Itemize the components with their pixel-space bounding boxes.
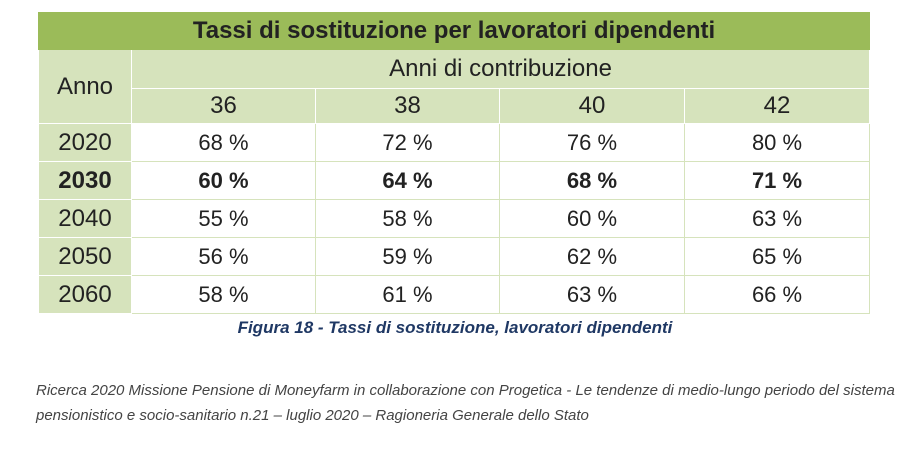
- table-row: 2060 58 % 61 % 63 % 66 %: [38, 275, 871, 314]
- rate-cell: 64 %: [315, 161, 500, 200]
- table-row: 2020 68 % 72 % 76 % 80 %: [38, 123, 871, 162]
- rate-cell: 60 %: [131, 161, 316, 200]
- rate-cell: 80 %: [683, 123, 871, 162]
- rate-cell: 55 %: [131, 199, 316, 238]
- rate-cell: 76 %: [499, 123, 685, 162]
- rate-cell: 65 %: [683, 237, 871, 276]
- figure-caption: Figura 18 - Tassi di sostituzione, lavor…: [237, 318, 673, 337]
- table-row-highlighted: 2030 60 % 64 % 68 % 71 %: [38, 161, 871, 200]
- table-row: 2050 56 % 59 % 62 % 65 %: [38, 237, 871, 276]
- column-header-36: 36: [131, 88, 316, 124]
- row-year: 2050: [38, 237, 132, 276]
- year-column-header: Anno: [38, 49, 132, 124]
- rate-cell: 56 %: [131, 237, 316, 276]
- row-year: 2020: [38, 123, 132, 162]
- rate-cell: 59 %: [315, 237, 500, 276]
- rate-cell: 66 %: [683, 275, 871, 314]
- row-year: 2030: [38, 161, 132, 200]
- rate-cell: 58 %: [131, 275, 316, 314]
- rate-cell: 72 %: [315, 123, 500, 162]
- table-title: Tassi di sostituzione per lavoratori dip…: [37, 12, 871, 50]
- row-year: 2060: [38, 275, 132, 314]
- rate-cell: 68 %: [131, 123, 316, 162]
- replacement-rate-table: Tassi di sostituzione per lavoratori dip…: [37, 12, 871, 314]
- contribution-years-header: Anni di contribuzione: [130, 49, 871, 89]
- source-note: Ricerca 2020 Missione Pensione di Moneyf…: [36, 382, 895, 424]
- rate-cell: 71 %: [683, 161, 871, 200]
- rate-cell: 58 %: [315, 199, 500, 238]
- rate-cell: 61 %: [315, 275, 500, 314]
- rate-cell: 63 %: [683, 199, 871, 238]
- column-header-40: 40: [499, 88, 685, 124]
- column-header-42: 42: [683, 88, 871, 124]
- row-year: 2040: [38, 199, 132, 238]
- table-row: 2040 55 % 58 % 60 % 63 %: [38, 199, 871, 238]
- rate-cell: 62 %: [499, 237, 685, 276]
- column-header-38: 38: [315, 88, 500, 124]
- rate-cell: 60 %: [499, 199, 685, 238]
- replacement-rate-table-container: Tassi di sostituzione per lavoratori dip…: [37, 12, 871, 314]
- rate-cell: 63 %: [499, 275, 685, 314]
- rate-cell: 68 %: [499, 161, 685, 200]
